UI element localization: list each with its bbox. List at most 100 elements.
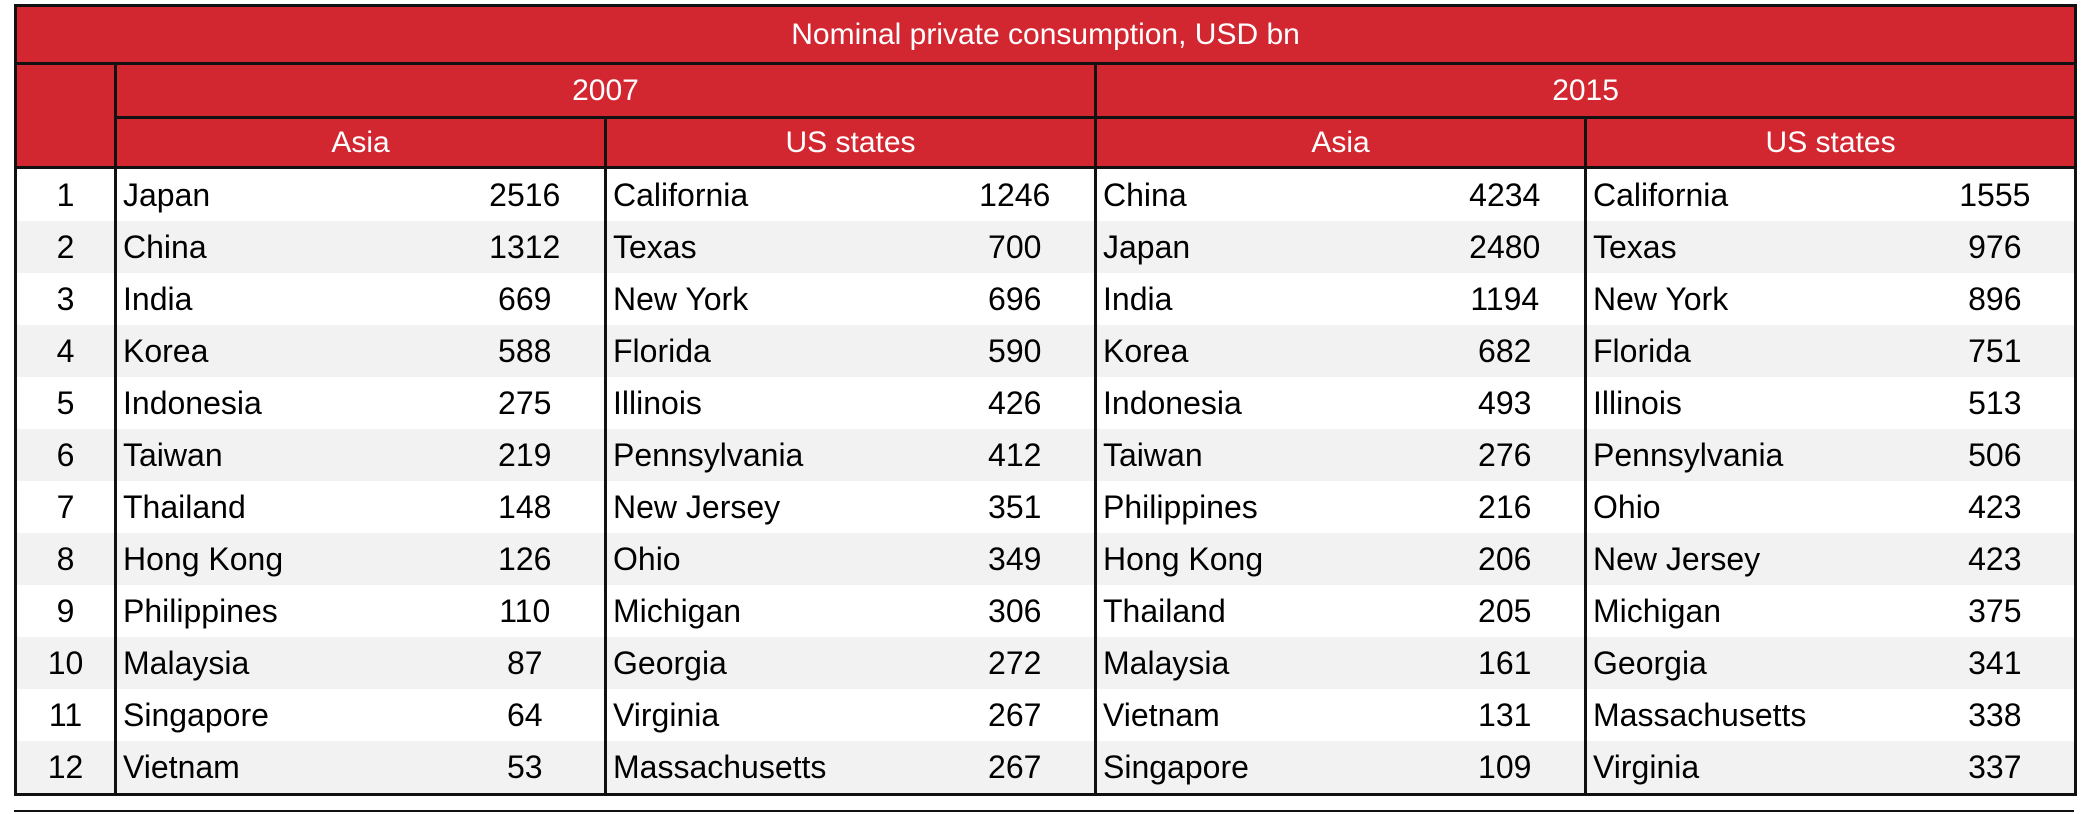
value-cell-2007-asia: 275 [445,377,607,429]
value-cell-2007-asia: 87 [445,637,607,689]
name-cell-2015-us-states: Texas [1585,221,1916,273]
value-cell-2015-us-states: 1555 [1915,167,2078,221]
value-cell-2015-us-states: 338 [1915,689,2078,741]
name-cell-2015-asia: Korea [1095,325,1426,377]
table-body: 1 Japan 2516 California 1246 China 4234 Califor… [14,167,2078,796]
bottom-rule [14,810,2074,812]
name-cell-2007-asia: Indonesia [123,385,262,421]
name-cell-2007-us-states: Michigan [613,593,742,629]
table-row: 1 Japan 2516 California 1246 China 4234 Califor… [14,167,2078,221]
value-cell-2015-us-states: 337 [1915,741,2078,796]
value-cell-2015-us-states: 375 [1915,585,2078,637]
table-row: 3 India 669 New York 696 India 1194 New York 896 [14,273,2078,325]
name-cell-2015-us-states: Ohio [1593,489,1661,525]
name-cell-2015-asia: Indonesia [1103,385,1242,421]
value-cell-2007-us-states: 306 [935,585,1097,637]
value-cell-2015-asia: 205 [1425,585,1587,637]
table-row: 5 Indonesia 275 Illinois 426 Indonesia 493 Illi… [14,377,2078,429]
value-cell-2007-us-states: 590 [935,325,1097,377]
name-cell-2015-asia: Singapore [1095,741,1426,796]
name-cell-2007-us-states: Texas [605,221,936,273]
rank-cell: 9 [14,585,117,637]
name-cell-2015-asia: India [1103,281,1173,317]
name-cell-2007-asia: Hong Kong [115,533,446,585]
value-cell-2007-asia: 2516 [445,167,607,221]
rank-cell: 1 [14,167,117,221]
name-cell-2015-asia: China [1103,177,1187,213]
name-cell-2015-asia: Taiwan [1095,429,1426,481]
name-cell-2015-us-states: Michigan [1593,593,1722,629]
name-cell-2007-asia: Japan [123,177,211,213]
value-cell-2015-asia: 109 [1425,741,1587,796]
name-cell-2007-us-states: New York [613,281,749,317]
name-cell-2015-asia: Thailand [1103,593,1226,629]
name-cell-2007-us-states: Georgia [605,637,936,689]
value-cell-2007-asia: 219 [445,429,607,481]
name-cell-2015-us-states: Massachusetts [1593,697,1807,733]
rank-cell: 2 [14,221,117,273]
rank-cell: 11 [14,689,117,741]
rank-header [14,62,117,169]
name-cell-2015-us-states: Virginia [1585,741,1916,796]
rank-cell: 3 [14,273,117,325]
value-cell-2015-asia: 1194 [1425,273,1587,325]
value-cell-2015-asia: 276 [1425,429,1587,481]
value-cell-2015-us-states: 513 [1915,377,2078,429]
name-cell-2007-asia: India [123,281,193,317]
name-cell-2015-asia: Philippines [1103,489,1258,525]
name-cell-2015-us-states: Pennsylvania [1585,429,1916,481]
name-cell-2007-us-states: Massachusetts [605,741,936,796]
value-cell-2007-us-states: 267 [935,689,1097,741]
table-row: 10 Malaysia 87 Georgia 272 Malaysia 161 Georgia… [14,637,2078,689]
name-cell-2007-asia: Philippines [123,593,278,629]
name-cell-2007-us-states: Virginia [613,697,720,733]
name-cell-2015-asia: Japan [1095,221,1426,273]
value-cell-2007-asia: 588 [445,325,607,377]
name-cell-2015-asia: Hong Kong [1095,533,1426,585]
value-cell-2015-asia: 216 [1425,481,1587,533]
value-cell-2015-asia: 206 [1425,533,1587,585]
value-cell-2015-us-states: 341 [1915,637,2078,689]
consumption-table: Nominal private consumption, USD bn 2007… [13,4,2078,796]
value-cell-2007-asia: 1312 [445,221,607,273]
table-row: 4 Korea 588 Florida 590 Korea 682 Florida 751 [14,325,2078,377]
table-row: 12 Vietnam 53 Massachusetts 267 Singapore 109 V… [14,741,2078,796]
value-cell-2007-us-states: 426 [935,377,1097,429]
value-cell-2007-us-states: 696 [935,273,1097,325]
name-cell-2007-us-states: Illinois [613,385,702,421]
value-cell-2015-asia: 4234 [1425,167,1587,221]
consumption-table-container: Nominal private consumption, USD bn 2007… [13,4,2078,796]
value-cell-2015-asia: 493 [1425,377,1587,429]
name-cell-2007-asia: Thailand [123,489,246,525]
value-cell-2015-us-states: 506 [1915,429,2078,481]
rank-cell: 8 [14,533,117,585]
rank-cell: 5 [14,377,117,429]
value-cell-2007-us-states: 351 [935,481,1097,533]
name-cell-2015-us-states: California [1593,177,1729,213]
value-cell-2007-us-states: 272 [935,637,1097,689]
value-cell-2015-us-states: 896 [1915,273,2078,325]
rank-cell: 10 [14,637,117,689]
value-cell-2007-us-states: 349 [935,533,1097,585]
value-cell-2007-us-states: 412 [935,429,1097,481]
name-cell-2007-asia: Singapore [123,697,269,733]
table-row: 9 Philippines 110 Michigan 306 Thailand 205 Mic… [14,585,2078,637]
name-cell-2007-us-states: California [613,177,749,213]
value-cell-2015-asia: 682 [1425,325,1587,377]
group-header-2015-us-states: US states [1583,116,2078,169]
name-cell-2015-us-states: Florida [1585,325,1916,377]
name-cell-2007-us-states: Ohio [605,533,936,585]
rank-cell: 6 [14,429,117,481]
table-row: 7 Thailand 148 New Jersey 351 Philippines 216 O… [14,481,2078,533]
name-cell-2007-us-states: New Jersey [613,489,781,525]
value-cell-2007-asia: 53 [445,741,607,796]
group-header-2007-asia: Asia [114,116,607,169]
year-header-2015: 2015 [1093,62,2078,119]
name-cell-2015-us-states: Illinois [1593,385,1682,421]
value-cell-2007-us-states: 700 [935,221,1097,273]
value-cell-2015-asia: 161 [1425,637,1587,689]
name-cell-2007-us-states: Florida [605,325,936,377]
rank-cell: 12 [14,741,117,796]
name-cell-2007-asia: China [115,221,446,273]
table-row: 11 Singapore 64 Virginia 267 Vietnam 131 Massac… [14,689,2078,741]
